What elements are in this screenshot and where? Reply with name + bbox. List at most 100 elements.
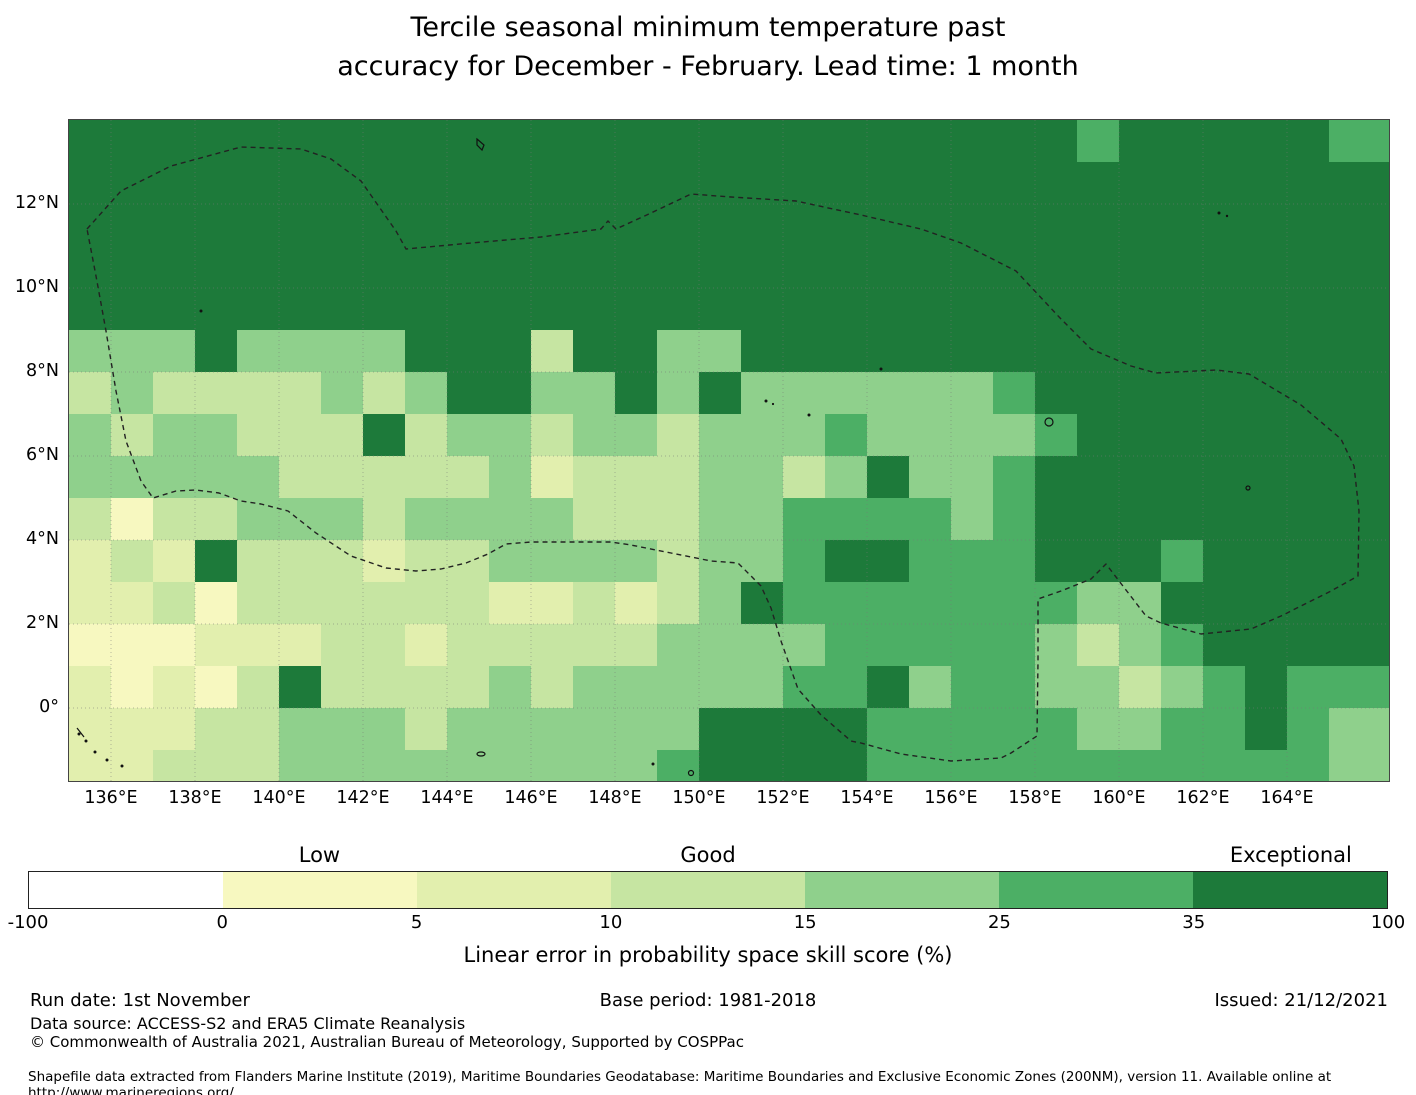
- heatmap-cell: [69, 540, 111, 582]
- heatmap-cell: [69, 498, 111, 540]
- x-tick-label: 136°E: [84, 788, 138, 808]
- heatmap-cell: [951, 120, 993, 162]
- heatmap-cell: [1203, 456, 1245, 498]
- heatmap-cell: [1161, 624, 1203, 666]
- heatmap-cell: [405, 414, 447, 456]
- heatmap-cell: [531, 666, 573, 708]
- heatmap-cell: [363, 540, 405, 582]
- heatmap-cell: [573, 120, 615, 162]
- heatmap-cell: [741, 162, 783, 204]
- heatmap-cell: [237, 162, 279, 204]
- heatmap-cell: [1287, 288, 1329, 330]
- heatmap-cell: [1035, 414, 1077, 456]
- heatmap-cell: [1161, 456, 1203, 498]
- heatmap-cell: [573, 162, 615, 204]
- heatmap-cell: [69, 288, 111, 330]
- heatmap-cell: [1245, 456, 1287, 498]
- x-tick-label: 158°E: [1008, 788, 1062, 808]
- heatmap-cell: [405, 708, 447, 750]
- heatmap-cell: [279, 624, 321, 666]
- x-tick-label: 148°E: [588, 788, 642, 808]
- heatmap-cell: [321, 330, 363, 372]
- heatmap-cell: [153, 456, 195, 498]
- heatmap-cell: [1287, 498, 1329, 540]
- heatmap-cell: [741, 624, 783, 666]
- heatmap-cell: [1287, 414, 1329, 456]
- heatmap-cell: [1329, 582, 1389, 624]
- heatmap-cell: [69, 330, 111, 372]
- run-date-text: Run date: 1st November: [30, 990, 250, 1011]
- heatmap-cell: [531, 372, 573, 414]
- heatmap-cell: [321, 708, 363, 750]
- heatmap-cell: [615, 120, 657, 162]
- heatmap-cell: [783, 540, 825, 582]
- heatmap-cell: [783, 204, 825, 246]
- heatmap-cell: [363, 330, 405, 372]
- heatmap-cell: [153, 708, 195, 750]
- heatmap-cell: [279, 540, 321, 582]
- heatmap-cell: [1035, 498, 1077, 540]
- heatmap-cell: [237, 204, 279, 246]
- heatmap-cell: [993, 750, 1035, 781]
- heatmap-cell: [1161, 498, 1203, 540]
- heatmap-cell: [867, 750, 909, 781]
- heatmap-cell: [279, 204, 321, 246]
- heatmap-cell: [1161, 330, 1203, 372]
- heatmap-cell: [615, 498, 657, 540]
- heatmap-cell: [909, 540, 951, 582]
- heatmap-cell: [867, 162, 909, 204]
- heatmap-cell: [1329, 456, 1389, 498]
- heatmap-cell: [741, 750, 783, 781]
- heatmap-cell: [951, 330, 993, 372]
- heatmap-cell: [195, 666, 237, 708]
- heatmap-cell: [573, 498, 615, 540]
- heatmap-cell: [615, 414, 657, 456]
- heatmap-cell: [951, 204, 993, 246]
- heatmap-cell: [1287, 708, 1329, 750]
- heatmap-cell: [657, 540, 699, 582]
- heatmap-cell: [321, 582, 363, 624]
- x-tick-label: 138°E: [168, 788, 222, 808]
- heatmap-cell: [489, 666, 531, 708]
- heatmap-cell: [657, 330, 699, 372]
- heatmap-cell: [1161, 666, 1203, 708]
- heatmap-cell: [1245, 624, 1287, 666]
- heatmap-cell: [447, 288, 489, 330]
- heatmap-cell: [1035, 372, 1077, 414]
- heatmap-cell: [825, 708, 867, 750]
- heatmap-cell: [867, 456, 909, 498]
- heatmap-cell: [1203, 498, 1245, 540]
- heatmap-cell: [1245, 204, 1287, 246]
- heatmap-cell: [951, 414, 993, 456]
- heatmap-cell: [783, 372, 825, 414]
- heatmap-cell: [657, 666, 699, 708]
- heatmap-cell: [1077, 666, 1119, 708]
- heatmap-cell: [447, 498, 489, 540]
- heatmap-cell: [405, 120, 447, 162]
- heatmap-cell: [111, 162, 153, 204]
- heatmap-cell: [321, 666, 363, 708]
- y-tick-label: 2°N: [26, 613, 59, 633]
- colorbar-gradient: [28, 871, 1388, 909]
- heatmap-cell: [363, 624, 405, 666]
- heatmap-cell: [825, 414, 867, 456]
- heatmap-cell: [489, 624, 531, 666]
- heatmap-cell: [531, 288, 573, 330]
- colorbar-tick: 35: [1182, 912, 1206, 933]
- heatmap-cell: [195, 162, 237, 204]
- heatmap-cell: [1287, 624, 1329, 666]
- heatmap-cell: [1245, 540, 1287, 582]
- heatmap-cell: [615, 162, 657, 204]
- heatmap-cell: [1035, 120, 1077, 162]
- heatmap-cell: [321, 204, 363, 246]
- heatmap-cell: [1077, 120, 1119, 162]
- heatmap-cell: [657, 162, 699, 204]
- heatmap-cell: [783, 456, 825, 498]
- heatmap-cell: [237, 540, 279, 582]
- heatmap-cell: [153, 162, 195, 204]
- heatmap-cell: [321, 456, 363, 498]
- heatmap-cell: [321, 162, 363, 204]
- heatmap-cell: [531, 414, 573, 456]
- heatmap-cell: [69, 582, 111, 624]
- heatmap-cell: [783, 120, 825, 162]
